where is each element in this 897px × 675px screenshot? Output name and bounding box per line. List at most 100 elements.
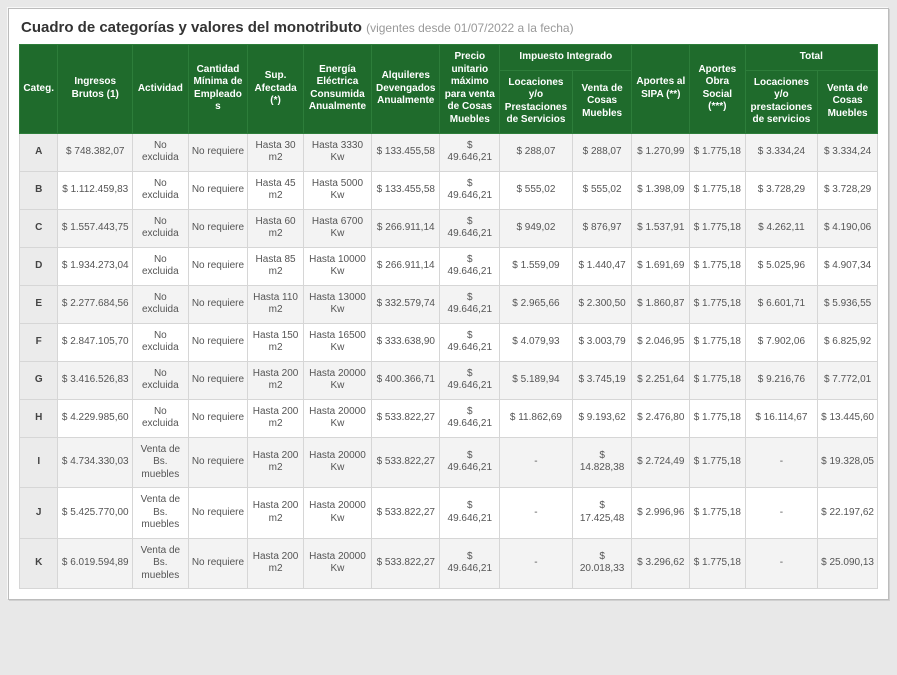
page-title: Cuadro de categorías y valores del monot… — [21, 19, 878, 36]
cell-cat: G — [20, 361, 58, 399]
table-row: E$ 2.277.684,56No excluidaNo requiereHas… — [20, 285, 878, 323]
cell-ven: $ 3.745,19 — [572, 361, 632, 399]
table-row: F$ 2.847.105,70No excluidaNo requiereHas… — [20, 323, 878, 361]
cell-tloc: $ 5.025,96 — [745, 247, 818, 285]
cell-alq: $ 400.366,71 — [372, 361, 440, 399]
cell-cat: E — [20, 285, 58, 323]
cell-ing: $ 2.277.684,56 — [58, 285, 133, 323]
cell-loc: $ 288,07 — [500, 133, 573, 171]
table-body: A$ 748.382,07No excluidaNo requiereHasta… — [20, 133, 878, 589]
cell-tven: $ 25.090,13 — [818, 538, 878, 589]
cell-tven: $ 13.445,60 — [818, 399, 878, 437]
cell-sup: Hasta 200 m2 — [248, 538, 303, 589]
cell-ing: $ 748.382,07 — [58, 133, 133, 171]
cell-ven: $ 555,02 — [572, 171, 632, 209]
cell-sup: Hasta 200 m2 — [248, 437, 303, 488]
cell-act: No excluida — [133, 247, 188, 285]
cell-ene: Hasta 20000 Kw — [303, 538, 371, 589]
col-cantidad: Cantidad Mínima de Empleados — [188, 45, 248, 134]
cell-alq: $ 332.579,74 — [372, 285, 440, 323]
cell-ing: $ 6.019.594,89 — [58, 538, 133, 589]
cell-cat: D — [20, 247, 58, 285]
cell-sipa: $ 2.476,80 — [632, 399, 690, 437]
col-sipa: Aportes al SIPA (**) — [632, 45, 690, 134]
cell-obra: $ 1.775,18 — [690, 323, 745, 361]
cell-emp: No requiere — [188, 285, 248, 323]
cell-ene: Hasta 10000 Kw — [303, 247, 371, 285]
cell-tven: $ 3.334,24 — [818, 133, 878, 171]
cell-ing: $ 4.229.985,60 — [58, 399, 133, 437]
cell-pre: $ 49.646,21 — [440, 209, 500, 247]
table-row: D$ 1.934.273,04No excluidaNo requiereHas… — [20, 247, 878, 285]
col-total-venta: Venta de Cosas Muebles — [818, 70, 878, 133]
cell-loc: - — [500, 437, 573, 488]
cell-pre: $ 49.646,21 — [440, 488, 500, 539]
cell-ven: $ 288,07 — [572, 133, 632, 171]
cell-pre: $ 49.646,21 — [440, 399, 500, 437]
cell-act: Venta de Bs. muebles — [133, 488, 188, 539]
cell-obra: $ 1.775,18 — [690, 437, 745, 488]
cell-sup: Hasta 45 m2 — [248, 171, 303, 209]
cell-ene: Hasta 20000 Kw — [303, 399, 371, 437]
cell-sipa: $ 2.251,64 — [632, 361, 690, 399]
col-total-loc: Locaciones y/o prestaciones de servicios — [745, 70, 818, 133]
cell-tloc: $ 3.334,24 — [745, 133, 818, 171]
cell-pre: $ 49.646,21 — [440, 247, 500, 285]
cell-act: No excluida — [133, 399, 188, 437]
cell-loc: $ 4.079,93 — [500, 323, 573, 361]
table-frame: Cuadro de categorías y valores del monot… — [8, 8, 889, 600]
col-energia: Energía Eléctrica Consumida Anualmente — [303, 45, 371, 134]
col-alquileres: Alquileres Devengados Anualmente — [372, 45, 440, 134]
cell-act: Venta de Bs. muebles — [133, 538, 188, 589]
cell-tven: $ 5.936,55 — [818, 285, 878, 323]
cell-ing: $ 5.425.770,00 — [58, 488, 133, 539]
cell-act: No excluida — [133, 361, 188, 399]
cell-ene: Hasta 20000 Kw — [303, 437, 371, 488]
cell-ene: Hasta 6700 Kw — [303, 209, 371, 247]
cell-sipa: $ 2.996,96 — [632, 488, 690, 539]
cell-tloc: $ 3.728,29 — [745, 171, 818, 209]
cell-ven: $ 17.425,48 — [572, 488, 632, 539]
cell-tven: $ 4.907,34 — [818, 247, 878, 285]
cell-ing: $ 3.416.526,83 — [58, 361, 133, 399]
cell-sup: Hasta 200 m2 — [248, 488, 303, 539]
cell-loc: - — [500, 488, 573, 539]
cell-alq: $ 266.911,14 — [372, 247, 440, 285]
cell-pre: $ 49.646,21 — [440, 437, 500, 488]
cell-tloc: $ 7.902,06 — [745, 323, 818, 361]
cell-obra: $ 1.775,18 — [690, 538, 745, 589]
cell-alq: $ 533.822,27 — [372, 538, 440, 589]
cell-tven: $ 22.197,62 — [818, 488, 878, 539]
cell-obra: $ 1.775,18 — [690, 488, 745, 539]
cell-ene: Hasta 3330 Kw — [303, 133, 371, 171]
cell-emp: No requiere — [188, 437, 248, 488]
cell-alq: $ 533.822,27 — [372, 437, 440, 488]
cell-sup: Hasta 110 m2 — [248, 285, 303, 323]
cell-sipa: $ 1.860,87 — [632, 285, 690, 323]
col-total-group: Total — [745, 45, 877, 71]
col-actividad: Actividad — [133, 45, 188, 134]
cell-obra: $ 1.775,18 — [690, 399, 745, 437]
table-row: J$ 5.425.770,00Venta de Bs. mueblesNo re… — [20, 488, 878, 539]
cell-act: No excluida — [133, 133, 188, 171]
cell-ven: $ 3.003,79 — [572, 323, 632, 361]
cell-tven: $ 7.772,01 — [818, 361, 878, 399]
cell-alq: $ 533.822,27 — [372, 488, 440, 539]
cell-ven: $ 14.828,38 — [572, 437, 632, 488]
cell-ven: $ 876,97 — [572, 209, 632, 247]
cell-tloc: $ 9.216,76 — [745, 361, 818, 399]
col-impuesto-loc: Locaciones y/o Prestaciones de Servicios — [500, 70, 573, 133]
cell-emp: No requiere — [188, 133, 248, 171]
cell-alq: $ 266.911,14 — [372, 209, 440, 247]
cell-ene: Hasta 20000 Kw — [303, 361, 371, 399]
cell-cat: J — [20, 488, 58, 539]
cell-sipa: $ 1.270,99 — [632, 133, 690, 171]
cell-emp: No requiere — [188, 323, 248, 361]
cell-ven: $ 1.440,47 — [572, 247, 632, 285]
table-row: H$ 4.229.985,60No excluidaNo requiereHas… — [20, 399, 878, 437]
cell-ene: Hasta 5000 Kw — [303, 171, 371, 209]
cell-sipa: $ 2.046,95 — [632, 323, 690, 361]
title-main: Cuadro de categorías y valores del monot… — [21, 19, 362, 36]
cell-cat: B — [20, 171, 58, 209]
cell-sup: Hasta 85 m2 — [248, 247, 303, 285]
